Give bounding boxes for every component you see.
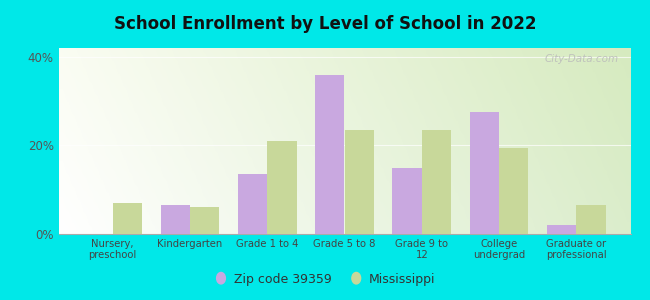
Bar [547, 225, 577, 234]
Text: School Enrollment by Level of School in 2022: School Enrollment by Level of School in … [114, 15, 536, 33]
Bar [499, 148, 528, 234]
Bar [344, 130, 374, 234]
Bar [577, 205, 606, 234]
Bar [238, 174, 267, 234]
Bar [315, 75, 344, 234]
Bar [470, 112, 499, 234]
Bar [161, 205, 190, 234]
Bar [393, 168, 422, 234]
Bar [422, 130, 451, 234]
Text: City-Data.com: City-Data.com [545, 54, 619, 64]
Bar [267, 141, 296, 234]
Bar [190, 207, 219, 234]
Legend: Zip code 39359, Mississippi: Zip code 39359, Mississippi [210, 268, 440, 291]
Bar [112, 203, 142, 234]
